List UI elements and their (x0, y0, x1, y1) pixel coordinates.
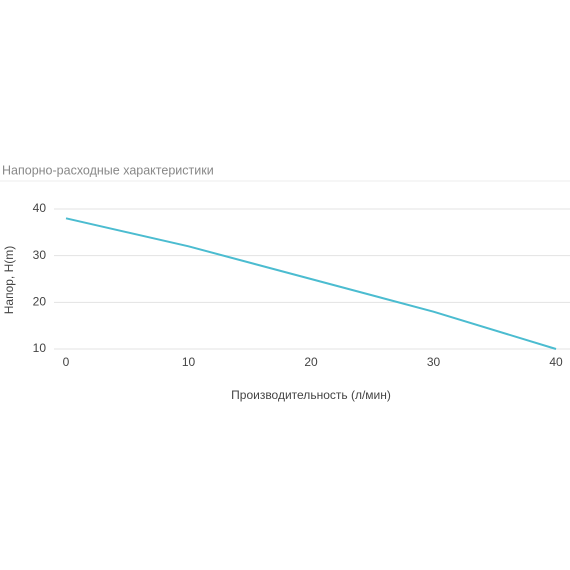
y-tick-label: 40 (33, 201, 47, 215)
y-axis-label: Напор, H(m) (2, 246, 16, 315)
x-tick-label: 30 (427, 355, 441, 369)
y-tick-label: 10 (33, 341, 47, 355)
x-tick-label: 20 (304, 355, 318, 369)
x-tick-label: 40 (549, 355, 563, 369)
x-tick-label: 10 (182, 355, 196, 369)
x-axis-label: Производительность (л/мин) (231, 388, 391, 402)
x-tick-label: 0 (63, 355, 70, 369)
data-line (65, 217, 557, 350)
y-tick-label: 20 (33, 295, 47, 309)
y-tick-label: 30 (33, 248, 47, 262)
chart-title: Напорно-расходные характеристики (2, 163, 214, 177)
